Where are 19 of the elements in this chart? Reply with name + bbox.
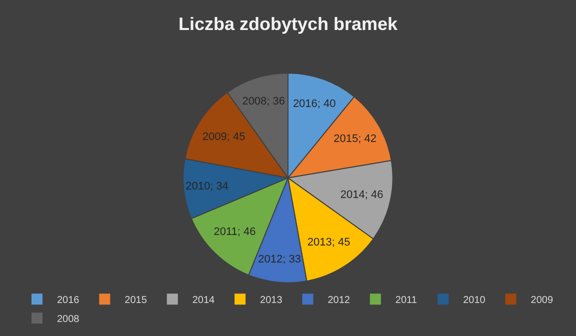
data-label: 2011; 46 [214,226,256,238]
legend-label: 2009 [530,295,554,306]
data-label: 2012; 33 [258,253,302,266]
legend-label: 2015 [124,295,148,306]
legend-label: 2011 [395,295,418,306]
legend-label: 2010 [463,295,486,306]
legend-label: 2013 [260,295,283,306]
legend-label: 2016 [57,295,80,306]
legend-label: 2012 [328,295,350,306]
data-label: 2010; 34 [186,180,228,193]
data-label: 2014; 46 [340,188,384,201]
data-label: 2015; 42 [334,132,376,145]
chart-title: Liczba zdobytych bramek [178,14,399,34]
data-label: 2016; 40 [292,98,336,110]
data-label: 2008; 36 [242,95,286,108]
legend-label: 2008 [57,314,80,326]
data-label: 2009; 45 [202,130,246,143]
legend-label: 2014 [192,295,216,306]
data-label: 2013; 45 [307,236,350,248]
